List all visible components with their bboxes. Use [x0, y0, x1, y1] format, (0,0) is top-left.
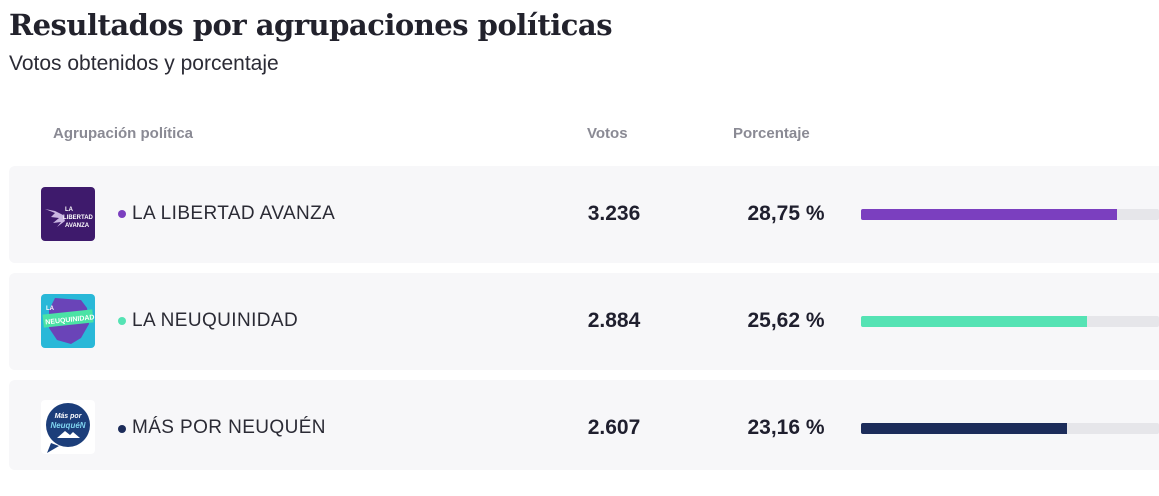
column-header-party: Agrupación política	[53, 125, 194, 142]
page-subtitle: Votos obtenidos y porcentaje	[9, 52, 279, 75]
party-color-dot	[118, 425, 126, 433]
percentage-bar-fill	[861, 423, 1067, 434]
svg-text:LA: LA	[46, 306, 55, 312]
column-header-votes: Votos	[587, 125, 628, 142]
party-name: MÁS POR NEUQUÉN	[132, 417, 326, 438]
vote-percentage: 25,62 %	[747, 309, 825, 332]
vote-percentage: 28,75 %	[747, 202, 825, 225]
vote-count: 2.884	[587, 309, 641, 332]
column-header-percentage: Porcentaje	[733, 125, 810, 142]
party-name: LA LIBERTAD AVANZA	[132, 203, 336, 224]
svg-text:AVANZA: AVANZA	[65, 223, 90, 229]
party-color-dot	[118, 317, 126, 325]
vote-percentage: 23,16 %	[747, 416, 825, 439]
percentage-bar	[861, 209, 1159, 220]
svg-text:NeuquéN: NeuquéN	[50, 421, 85, 430]
svg-text:Más por: Más por	[55, 413, 83, 420]
svg-text:LA: LA	[65, 207, 74, 213]
percentage-bar	[861, 316, 1159, 327]
percentage-bar-fill	[861, 316, 1088, 327]
vote-count: 2.607	[587, 416, 641, 439]
mas-por-neuquen-logo: Más por NeuquéN	[41, 400, 95, 454]
party-color-dot	[118, 210, 126, 218]
table-row: LA LIBERTAD AVANZA LA LIBERTAD AVANZA 3.…	[9, 166, 1159, 263]
page-title: Resultados por agrupaciones políticas	[9, 8, 613, 42]
la-libertad-avanza-logo: LA LIBERTAD AVANZA	[41, 187, 95, 241]
percentage-bar-fill	[861, 209, 1118, 220]
vote-count: 3.236	[587, 202, 641, 225]
table-row: Más por NeuquéN MÁS POR NEUQUÉN 2.607 23…	[9, 380, 1159, 470]
percentage-bar	[861, 423, 1159, 434]
table-row: LA NEUQUINIDAD LA NEUQUINIDAD 2.884 25,6…	[9, 273, 1159, 370]
la-neuquinidad-logo: LA NEUQUINIDAD	[41, 294, 95, 348]
svg-text:LIBERTAD: LIBERTAD	[63, 215, 94, 221]
party-name: LA NEUQUINIDAD	[132, 310, 299, 331]
